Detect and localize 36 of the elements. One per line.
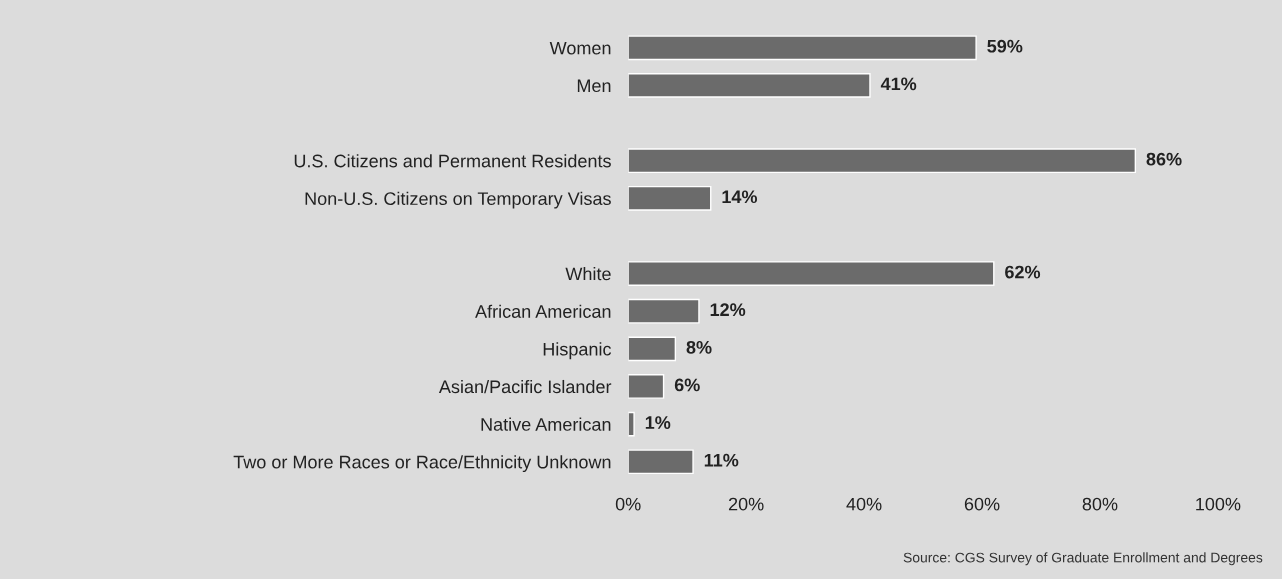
y-tick-label: Hispanic (543, 342, 612, 360)
data-label: 59% (987, 39, 1023, 53)
bar (628, 261, 995, 286)
y-tick-label: Women (549, 41, 611, 55)
data-label: 62% (1005, 265, 1041, 279)
bar (628, 73, 871, 98)
y-tick-label: Asian/Pacific Islander (438, 379, 612, 394)
x-tick-label: 100% (1196, 497, 1241, 511)
y-tick-label: African American (475, 304, 611, 318)
y-tick-label: White (565, 267, 611, 281)
bar (628, 449, 694, 475)
x-tick-label: 0% (615, 497, 641, 511)
data-label: 14% (722, 190, 758, 204)
y-tick-label: Two or More Races or Race/Ethnicity Unknown (233, 455, 611, 473)
x-tick-label: 60% (964, 497, 1000, 511)
bar (628, 185, 712, 211)
x-tick-label: 40% (846, 497, 882, 511)
x-tick-label: 20% (728, 497, 764, 511)
bar (628, 35, 977, 61)
data-label: 41% (880, 77, 917, 91)
data-label: 1% (645, 416, 671, 429)
data-label: 86% (1146, 152, 1182, 166)
bar (628, 336, 677, 362)
data-label: 12% (710, 303, 746, 317)
source-note: Source: CGS Survey of Graduate Enrollment and Degrees (903, 552, 1263, 566)
data-label: 8% (686, 340, 712, 354)
y-tick-label: Non-U.S. Citizens on Temporary Visas (305, 191, 611, 209)
bar (628, 298, 700, 324)
y-tick-label: Native American (481, 417, 611, 431)
data-label: 11% (704, 453, 739, 467)
y-tick-label: U.S. Citizens and Permanent Residents (294, 154, 611, 168)
data-label: 6% (674, 378, 700, 392)
bar (628, 148, 1137, 174)
x-tick-label: 80% (1082, 497, 1118, 511)
bar (628, 374, 665, 399)
y-tick-label: Men (577, 79, 611, 93)
